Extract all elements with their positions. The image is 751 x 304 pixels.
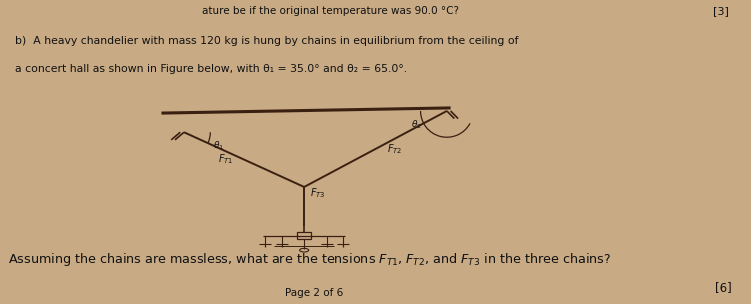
- Text: $\theta_1$: $\theta_1$: [213, 140, 224, 153]
- Text: Page 2 of 6: Page 2 of 6: [285, 288, 344, 298]
- Text: $F_{T3}$: $F_{T3}$: [310, 186, 326, 200]
- Text: Assuming the chains are massless, what are the tensions $F_{T1}$, $F_{T2}$, and : Assuming the chains are massless, what a…: [8, 251, 611, 268]
- Text: a concert hall as shown in Figure below, with θ₁ = 35.0° and θ₂ = 65.0°.: a concert hall as shown in Figure below,…: [15, 64, 407, 74]
- Text: $F_{T2}$: $F_{T2}$: [387, 142, 402, 156]
- Text: $\theta_2$: $\theta_2$: [411, 119, 422, 131]
- Text: $F_{T1}$: $F_{T1}$: [218, 153, 233, 167]
- Bar: [297, 232, 311, 240]
- Text: ature be if the original temperature was 90.0 °C?: ature be if the original temperature was…: [202, 6, 459, 16]
- Text: b)  A heavy chandelier with mass 120 kg is hung by chains in equilibrium from th: b) A heavy chandelier with mass 120 kg i…: [15, 36, 518, 47]
- Text: [3]: [3]: [713, 6, 728, 16]
- Text: [6]: [6]: [716, 281, 732, 294]
